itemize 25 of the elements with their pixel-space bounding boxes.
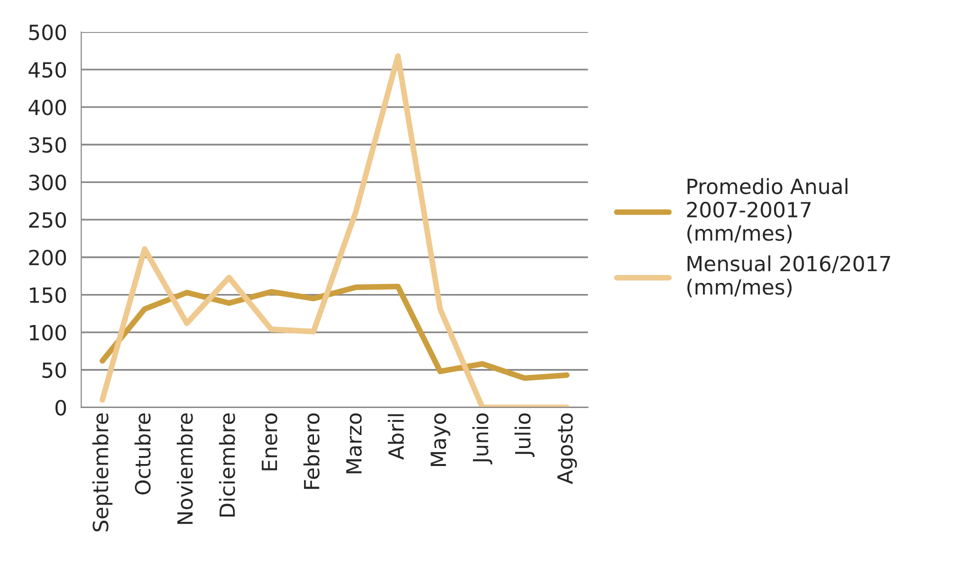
y-tick-label: 150	[30, 287, 66, 303]
y-tick-label: 200	[29, 250, 66, 266]
x-tick-label: Junio	[472, 413, 492, 464]
legend-label: Promedio Anual 2007-20017 (mm/mes)	[687, 178, 848, 244]
y-tick-label: 300	[29, 174, 66, 190]
y-tick-label: 500	[29, 24, 66, 40]
legend-label: Mensual 2016/2017 (mm/mes)	[687, 255, 890, 298]
x-tick-label: Julio	[514, 413, 535, 458]
x-tick-label: Octubre	[134, 413, 151, 494]
x-tick-label: Abril	[388, 414, 404, 460]
x-tick-label: Febrero	[303, 413, 320, 489]
x-tick-label: Diciembre	[218, 413, 236, 517]
y-tick-label: 350	[29, 137, 66, 153]
x-tick-label: Septiembre	[92, 413, 112, 532]
x-tick-label: Agosto	[557, 413, 577, 484]
y-tick-label: 100	[30, 324, 66, 341]
y-tick-label: 400	[28, 100, 66, 116]
y-tick-label: 450	[28, 62, 66, 78]
y-tick-label: 50	[42, 362, 66, 378]
x-tick-label: Marzo	[346, 413, 362, 474]
x-tick-label: Enero	[262, 413, 278, 470]
y-tick-label: 250	[29, 212, 66, 228]
y-tick-label: 0	[55, 400, 66, 416]
x-tick-label: Mayo	[430, 413, 450, 466]
x-tick-label: Noviembre	[176, 413, 193, 524]
